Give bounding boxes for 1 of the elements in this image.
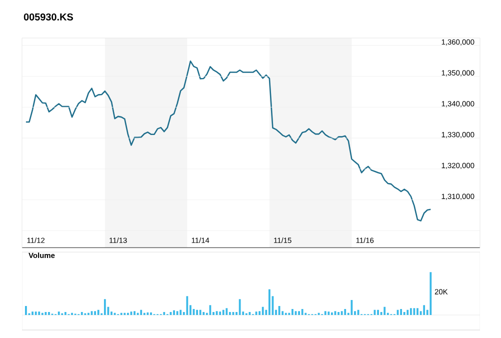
chart-title: 005930.KS — [24, 13, 73, 21]
